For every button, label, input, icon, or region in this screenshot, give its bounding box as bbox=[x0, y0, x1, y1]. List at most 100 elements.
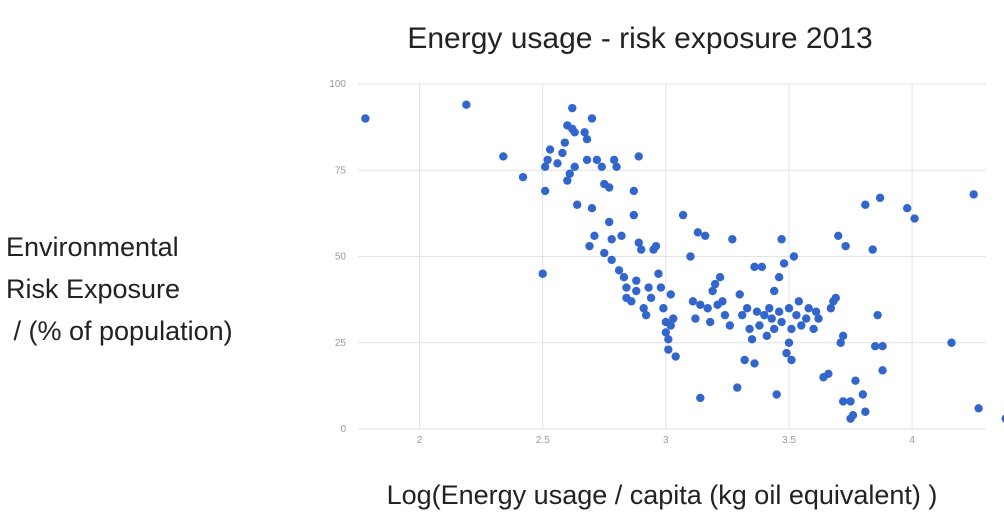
data-point bbox=[745, 324, 754, 334]
data-point bbox=[678, 210, 688, 220]
data-point bbox=[705, 317, 715, 327]
data-point bbox=[600, 248, 609, 258]
data-point bbox=[772, 390, 781, 399]
data-point bbox=[568, 103, 577, 113]
data-points bbox=[361, 100, 1004, 423]
y-axis-label-line-1: Environmental bbox=[6, 232, 179, 262]
x-tick-labels: 2 2.5 3 3.5 4 bbox=[417, 435, 916, 446]
data-point bbox=[540, 186, 550, 196]
data-point bbox=[666, 290, 675, 299]
data-point bbox=[792, 310, 801, 320]
data-point bbox=[969, 190, 978, 199]
y-tick-label: 75 bbox=[335, 165, 347, 176]
data-point bbox=[641, 310, 651, 320]
y-axis-label-line-3: / (% of population) bbox=[6, 316, 233, 346]
data-point bbox=[974, 404, 983, 413]
data-point bbox=[875, 193, 885, 203]
data-point bbox=[770, 324, 779, 334]
data-point bbox=[654, 269, 663, 278]
data-point bbox=[834, 231, 843, 240]
data-point bbox=[644, 283, 653, 292]
data-point bbox=[587, 114, 597, 123]
data-point bbox=[664, 335, 673, 344]
data-point bbox=[560, 138, 570, 147]
data-point bbox=[614, 266, 624, 275]
data-point bbox=[605, 217, 614, 227]
data-point bbox=[787, 355, 796, 365]
data-point bbox=[878, 366, 887, 375]
data-point bbox=[846, 397, 855, 406]
data-point bbox=[612, 162, 621, 171]
data-point bbox=[597, 162, 607, 171]
data-point bbox=[671, 352, 680, 361]
data-point bbox=[629, 186, 639, 196]
data-point bbox=[735, 290, 744, 299]
chart-title: Energy usage - risk exposure 2013 bbox=[407, 22, 872, 55]
data-point bbox=[782, 348, 791, 358]
data-point bbox=[543, 155, 552, 165]
data-point bbox=[619, 273, 629, 282]
data-point bbox=[755, 321, 764, 330]
data-point bbox=[811, 307, 821, 316]
data-point bbox=[632, 286, 641, 296]
data-point bbox=[814, 314, 823, 323]
data-point bbox=[902, 204, 912, 213]
data-point bbox=[870, 342, 880, 351]
data-point bbox=[639, 304, 648, 313]
data-point bbox=[710, 279, 720, 289]
y-tick-label: 25 bbox=[335, 338, 347, 349]
data-point bbox=[462, 100, 471, 109]
data-point bbox=[570, 128, 579, 137]
data-point bbox=[708, 286, 717, 296]
data-point bbox=[629, 210, 639, 220]
y-axis-label: Environmental Risk Exposure / (% of popu… bbox=[6, 232, 233, 346]
data-point bbox=[826, 304, 836, 313]
data-point bbox=[582, 135, 592, 144]
data-point bbox=[634, 152, 643, 161]
data-point bbox=[656, 283, 666, 292]
data-point bbox=[563, 176, 572, 185]
data-point bbox=[789, 252, 799, 261]
data-point bbox=[558, 148, 567, 158]
data-point bbox=[757, 262, 767, 272]
data-point bbox=[750, 262, 759, 272]
y-tick-label: 50 bbox=[335, 252, 347, 263]
data-point bbox=[540, 162, 550, 171]
data-point bbox=[777, 235, 786, 244]
data-point bbox=[774, 273, 784, 282]
data-point bbox=[851, 376, 860, 385]
data-point bbox=[784, 304, 794, 313]
data-point bbox=[688, 297, 698, 306]
data-point bbox=[774, 307, 784, 316]
data-point bbox=[752, 307, 762, 316]
data-point bbox=[838, 397, 848, 406]
data-point bbox=[848, 411, 858, 420]
data-point bbox=[750, 359, 759, 368]
data-point bbox=[592, 155, 602, 165]
y-axis-label-line-2: Risk Exposure bbox=[6, 274, 180, 304]
y-tick-labels: 0 25 50 75 100 bbox=[329, 79, 346, 435]
data-point bbox=[794, 297, 804, 306]
data-point bbox=[693, 228, 703, 237]
data-point bbox=[585, 241, 594, 251]
data-point bbox=[634, 238, 643, 247]
data-point bbox=[836, 338, 845, 347]
data-point bbox=[838, 331, 848, 341]
data-point bbox=[779, 259, 789, 268]
data-point bbox=[777, 317, 786, 327]
data-point bbox=[787, 324, 796, 334]
data-point bbox=[747, 335, 757, 344]
data-point bbox=[715, 273, 725, 282]
data-point bbox=[499, 152, 508, 161]
data-point bbox=[580, 128, 589, 137]
data-point bbox=[664, 345, 673, 354]
data-point bbox=[784, 338, 794, 347]
data-point bbox=[696, 393, 705, 403]
x-axis-label: Log(Energy usage / capita (kg oil equiva… bbox=[387, 480, 938, 510]
data-point bbox=[518, 172, 528, 182]
data-point bbox=[831, 293, 840, 303]
data-point bbox=[760, 310, 769, 320]
data-point bbox=[767, 314, 776, 323]
data-point bbox=[770, 286, 779, 296]
data-point bbox=[617, 231, 626, 240]
